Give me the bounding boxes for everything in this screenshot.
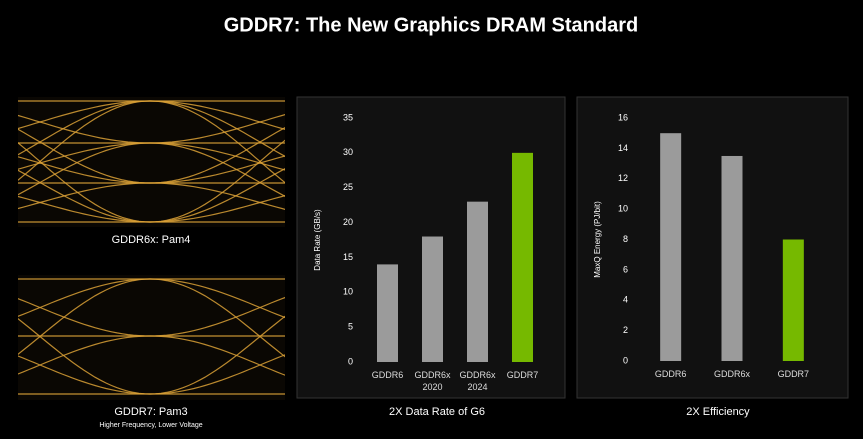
bar [782,239,804,361]
y-tick-label: 12 [618,173,628,183]
eye-label: GDDR7: Pam3 [114,406,187,418]
eye-trace [149,155,285,184]
y-tick-label: 10 [618,204,628,214]
y-tick-label: 0 [348,356,353,366]
eye-trace [18,335,151,375]
bar [512,152,533,362]
y-tick-label: 30 [343,147,353,157]
chart-title: 2X Data Rate of G6 [389,406,485,418]
bar [422,236,443,362]
eye-trace [18,278,151,317]
eye-trace [18,182,151,210]
eye-trace [149,114,285,144]
bar [467,201,488,362]
eye-trace [18,142,151,170]
eye-sublabel: Higher Frequency, Lower Voltage [99,422,202,429]
y-tick-label: 15 [343,252,353,262]
x-tick-label: GDDR6x 2024 [459,370,496,392]
y-tick-label: 16 [618,112,628,122]
eye-trace [149,296,285,337]
eye-traces [18,278,285,395]
eye-trace [18,100,151,156]
eye-diagram [18,97,285,227]
eye-trace [149,315,285,395]
y-tick-label: 2 [623,325,628,335]
eye-trace [149,195,285,223]
y-tick-label: 35 [343,112,353,122]
y-tick-label: 6 [623,264,628,274]
y-axis-label: MaxQ Energy (PJ/bit) [593,201,602,278]
slide-title: GDDR7: The New Graphics DRAM Standard [224,14,639,36]
y-tick-label: 4 [623,295,628,305]
x-tick-label: GDDR7 [777,369,810,379]
eye-traces [18,100,285,223]
bar [660,133,682,361]
eye-trace [149,168,285,223]
y-tick-label: 25 [343,182,353,192]
x-tick-label: GDDR6x [713,369,750,379]
eye-trace [149,139,285,223]
eye-trace [149,126,285,184]
eye-trace [18,278,151,356]
eye-diagram [18,275,285,400]
x-tick-label: GDDR6 [654,369,687,379]
y-tick-label: 20 [343,217,353,227]
y-tick-label: 14 [618,143,628,153]
eye-trace [18,100,151,181]
chart-title: 2X Efficiency [686,406,750,418]
x-tick-label: GDDR7 [506,370,539,380]
eye-trace [18,142,151,196]
bar [721,155,743,361]
eye-trace [149,354,285,395]
eye-trace [18,100,151,130]
y-tick-label: 10 [343,287,353,297]
x-tick-label: GDDR6 [371,370,404,380]
y-axis-label: Data Rate (GB/s) [313,209,322,271]
bar [377,264,398,362]
y-tick-label: 8 [623,234,628,244]
eye-label: GDDR6x: Pam4 [112,234,191,246]
y-tick-label: 5 [348,322,353,332]
x-tick-label: GDDR6x 2020 [414,370,451,392]
y-tick-label: 0 [623,355,628,365]
